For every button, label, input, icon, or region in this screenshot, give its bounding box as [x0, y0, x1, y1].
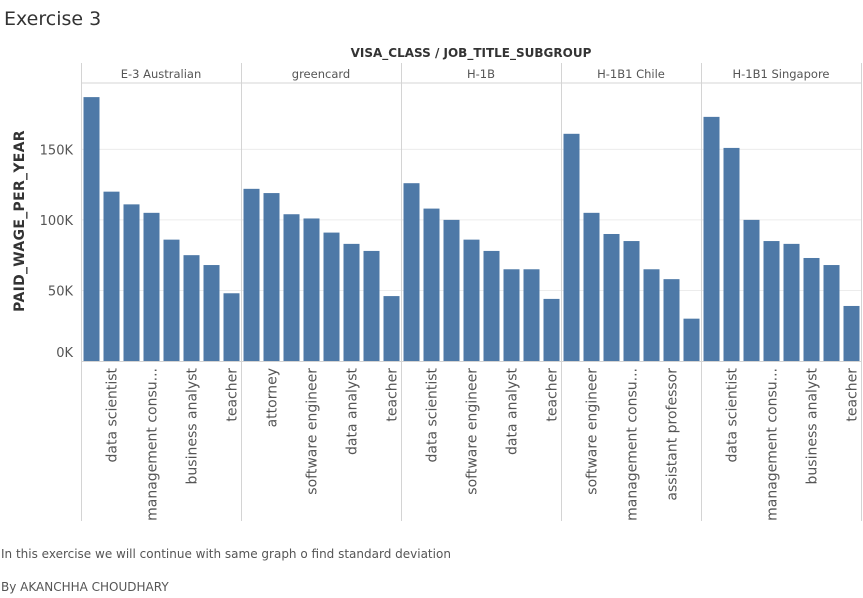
x-tick-label: software engineer	[465, 368, 481, 495]
bar	[243, 188, 260, 361]
x-tick-label: management consu...	[625, 368, 641, 521]
bar	[123, 204, 140, 361]
bar	[603, 233, 620, 361]
pane-headers: E-3 Australian greencard H-1B H-1B1 Chile H-…	[121, 67, 830, 81]
bar	[563, 133, 580, 361]
x-tick-label: assistant professor	[665, 368, 681, 501]
pane-header-label: H-1B	[467, 67, 495, 81]
author-text: By AKANCHHA CHOUDHARY	[1, 580, 169, 594]
x-tick-label: data scientist	[725, 367, 741, 462]
bar	[263, 193, 280, 361]
bar	[103, 191, 120, 361]
x-tick-label: teacher	[545, 368, 561, 422]
caption-text: In this exercise we will continue with s…	[1, 547, 451, 561]
y-axis-label: PAID_WAGE_PER_YEAR	[12, 130, 28, 312]
bar	[343, 243, 360, 361]
bar	[543, 298, 560, 361]
x-tick-label: management consu...	[765, 368, 781, 521]
y-tick-label: 0K	[56, 346, 73, 361]
x-tick-label: attorney	[265, 368, 281, 427]
x-tick-label: data scientist	[425, 367, 441, 462]
y-tick-label: 150K	[40, 143, 74, 158]
bar	[143, 212, 160, 361]
y-axis-ticks: 0K 50K 100K 150K	[40, 143, 74, 361]
bar	[403, 183, 420, 361]
bar	[163, 239, 180, 361]
page-title: Exercise 3	[4, 8, 102, 30]
bar	[443, 219, 460, 361]
bar	[323, 232, 340, 361]
bar	[803, 257, 820, 361]
bar	[523, 269, 540, 361]
bar	[363, 250, 380, 361]
bar	[663, 279, 680, 361]
bar	[223, 293, 240, 361]
bar	[743, 219, 760, 361]
column-header-title: VISA_CLASS / JOB_TITLE_SUBGROUP	[351, 46, 592, 61]
bar	[643, 269, 660, 361]
pane-header-label: greencard	[292, 67, 350, 81]
bars	[83, 97, 860, 362]
bar	[763, 241, 780, 361]
bar	[463, 239, 480, 361]
x-tick-label: data scientist	[105, 367, 121, 462]
bar	[203, 265, 220, 361]
bar	[283, 214, 300, 361]
x-tick-label: software engineer	[305, 368, 321, 495]
bar	[583, 212, 600, 361]
pane-header-label: E-3 Australian	[121, 67, 202, 81]
bar	[303, 218, 320, 361]
x-tick-label: management consu...	[145, 368, 161, 521]
pane-frame	[81, 63, 862, 521]
bar	[423, 208, 440, 361]
x-tick-label: software engineer	[585, 368, 601, 495]
x-tick-label: business analyst	[805, 368, 821, 485]
x-tick-label: teacher	[225, 368, 241, 422]
bar	[823, 265, 840, 361]
bar	[183, 255, 200, 361]
y-tick-label: 100K	[40, 214, 74, 229]
pane-header-label: H-1B1 Chile	[597, 67, 665, 81]
bar	[783, 243, 800, 361]
bar	[723, 147, 740, 361]
x-tick-label: business analyst	[185, 368, 201, 485]
x-tick-label: teacher	[385, 368, 401, 422]
bar	[703, 116, 720, 362]
bar	[83, 97, 100, 362]
bar	[483, 250, 500, 361]
bar	[503, 269, 520, 361]
x-tick-label: teacher	[845, 368, 861, 422]
y-tick-label: 50K	[48, 284, 74, 299]
x-tick-label: data analyst	[345, 368, 361, 455]
x-tick-label: data analyst	[505, 368, 521, 455]
x-axis-tick-labels: data scientist management consu... busines…	[105, 367, 861, 520]
bar	[623, 241, 640, 361]
bar	[683, 318, 700, 361]
pane-header-label: H-1B1 Singapore	[733, 67, 830, 81]
bar	[843, 305, 860, 361]
bar-chart: VISA_CLASS / JOB_TITLE_SUBGROUP PAID_WAG…	[12, 46, 862, 521]
bar	[383, 296, 400, 361]
